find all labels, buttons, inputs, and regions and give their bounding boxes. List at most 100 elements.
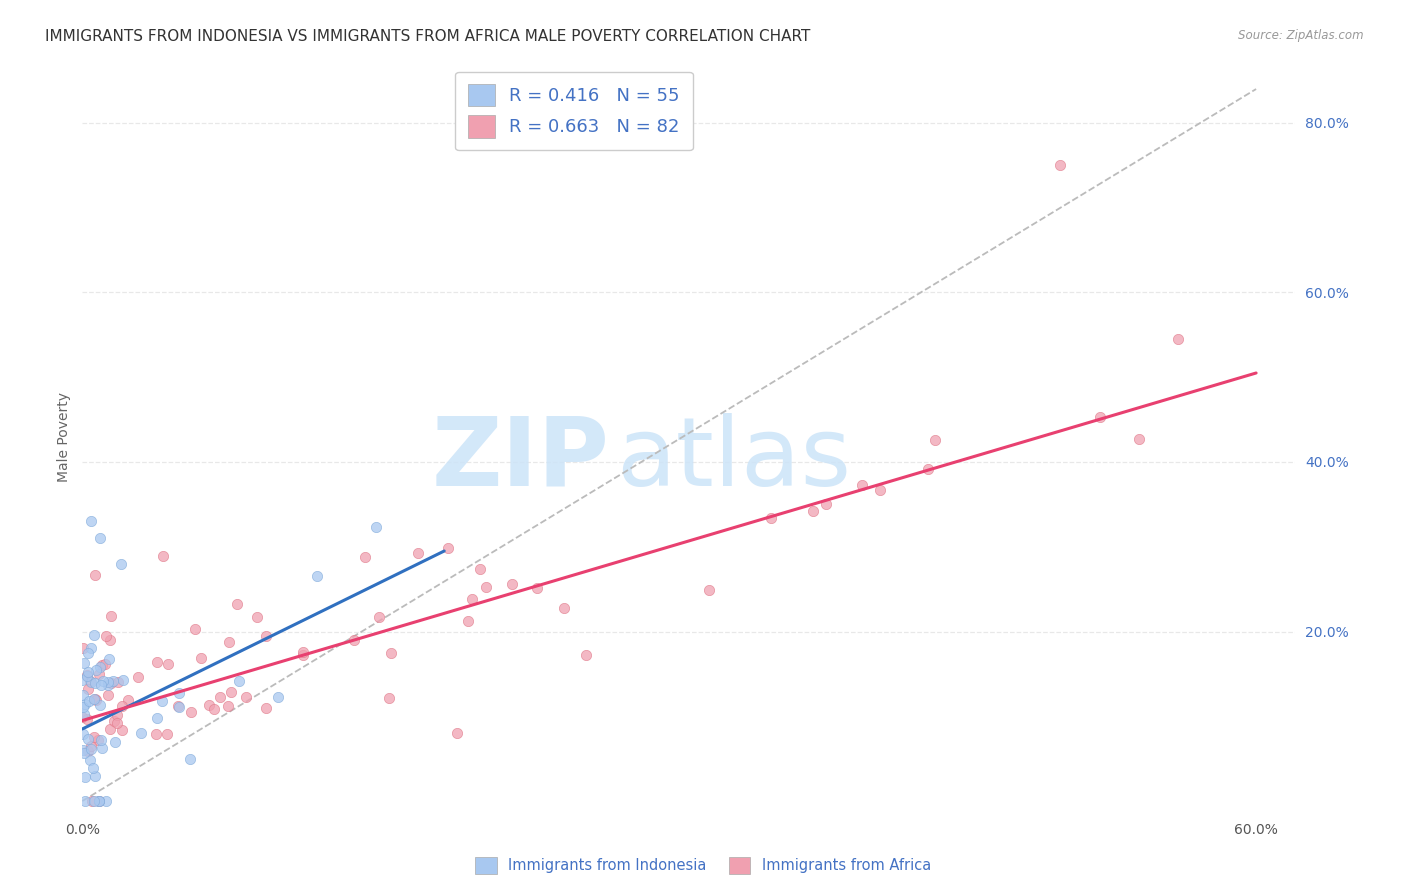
Point [851, 477, 873, 491]
Point [77, 681, 100, 696]
Point [87, 667, 110, 681]
Point [83, 691, 105, 706]
Point [246, 610, 269, 624]
Point [80, 794, 103, 808]
Point [924, 433, 946, 447]
Point [107, 675, 129, 690]
Point [97, 688, 120, 702]
Point [97, 674, 120, 689]
Point [202, 702, 225, 716]
Point [76, 669, 98, 683]
Point [869, 483, 891, 497]
Point [110, 557, 132, 571]
Point [553, 601, 575, 615]
Point [446, 726, 468, 740]
Point [197, 698, 219, 713]
Point [103, 714, 125, 728]
Legend: R = 0.416   N = 55, R = 0.663   N = 82: R = 0.416 N = 55, R = 0.663 N = 82 [456, 71, 693, 150]
Point [112, 673, 135, 688]
Point [104, 735, 127, 749]
Point [98, 632, 121, 647]
Point [94, 629, 117, 643]
Point [83, 730, 105, 744]
Point [305, 569, 328, 583]
Point [156, 657, 179, 671]
Point [89, 660, 111, 674]
Point [111, 698, 134, 713]
Point [1167, 333, 1189, 347]
Point [72, 742, 94, 756]
Point [150, 694, 173, 708]
Point [105, 708, 128, 723]
Point [575, 648, 598, 663]
Point [77, 732, 100, 747]
Point [368, 610, 391, 624]
Point [101, 673, 124, 688]
Text: atlas: atlas [616, 413, 851, 506]
Point [127, 669, 149, 683]
Point [82, 761, 104, 775]
Point [80, 514, 103, 528]
Point [72, 710, 94, 724]
Point [292, 644, 315, 658]
Point [117, 693, 139, 707]
Point [73, 697, 96, 711]
Point [254, 629, 277, 643]
Point [72, 641, 94, 656]
Point [97, 652, 120, 666]
Point [219, 685, 242, 699]
Point [217, 698, 239, 713]
Legend: Immigrants from Indonesia, Immigrants from Africa: Immigrants from Indonesia, Immigrants fr… [468, 851, 938, 880]
Point [110, 723, 132, 737]
Point [291, 648, 314, 662]
Text: IMMIGRANTS FROM INDONESIA VS IMMIGRANTS FROM AFRICA MALE POVERTY CORRELATION CHA: IMMIGRANTS FROM INDONESIA VS IMMIGRANTS … [45, 29, 810, 45]
Point [226, 597, 249, 611]
Point [94, 794, 117, 808]
Point [218, 635, 240, 649]
Point [105, 715, 128, 730]
Point [87, 794, 110, 808]
Point [190, 650, 212, 665]
Point [156, 727, 179, 741]
Point [84, 692, 107, 706]
Point [501, 577, 523, 591]
Point [79, 739, 101, 754]
Point [917, 462, 939, 476]
Point [89, 531, 111, 545]
Point [475, 580, 498, 594]
Point [1049, 158, 1071, 172]
Point [145, 655, 167, 669]
Point [354, 549, 377, 564]
Point [77, 665, 100, 680]
Point [100, 608, 122, 623]
Point [759, 510, 782, 524]
Point [814, 497, 837, 511]
Point [79, 694, 101, 708]
Point [86, 693, 108, 707]
Point [72, 688, 94, 702]
Point [76, 712, 98, 726]
Point [80, 742, 103, 756]
Point [801, 504, 824, 518]
Point [84, 663, 107, 677]
Point [73, 656, 96, 670]
Point [131, 726, 153, 740]
Point [80, 675, 103, 690]
Point [72, 700, 94, 714]
Point [83, 768, 105, 782]
Point [146, 711, 169, 725]
Point [145, 727, 167, 741]
Point [73, 770, 96, 784]
Point [90, 678, 112, 692]
Point [87, 733, 110, 747]
Point [72, 727, 94, 741]
Point [72, 673, 94, 687]
Point [90, 658, 112, 673]
Point [180, 706, 202, 720]
Point [169, 686, 191, 700]
Point [93, 657, 115, 671]
Point [364, 520, 387, 534]
Point [91, 673, 114, 688]
Point [73, 746, 96, 760]
Point [83, 628, 105, 642]
